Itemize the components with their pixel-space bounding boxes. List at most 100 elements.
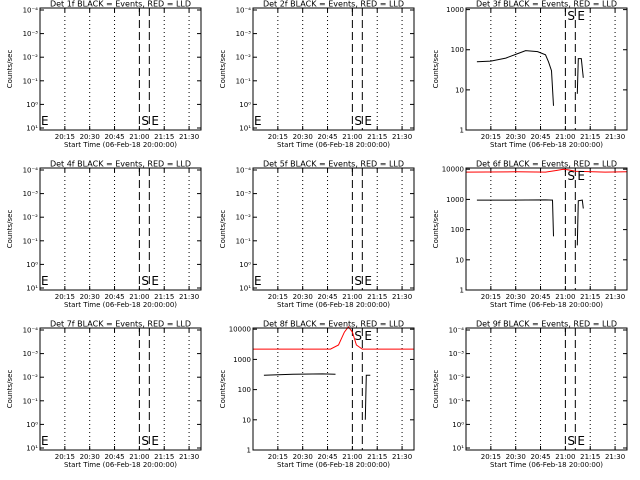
x-tick-label: 21:00 xyxy=(129,453,149,461)
x-tick-label: 20:30 xyxy=(293,453,313,461)
y-tick-label: 100 xyxy=(451,46,464,54)
x-tick-label: 21:30 xyxy=(179,133,199,141)
marker-letter-e: E xyxy=(151,114,159,128)
marker-letter-s: S xyxy=(141,274,149,288)
x-tick-label: 21:00 xyxy=(129,133,149,141)
y-tick-label: 10⁻³ xyxy=(23,30,39,38)
x-tick-label: 21:30 xyxy=(392,133,412,141)
y-axis-title: Counts/sec xyxy=(6,50,14,89)
x-tick-label: 21:30 xyxy=(179,293,199,301)
chart-panel-9: Det 9f BLACK = Events, RED = LLD 10⁻⁴ 10⁻³… xyxy=(432,320,628,469)
x-tick-label: 21:15 xyxy=(154,453,174,461)
x-tick-label: 20:15 xyxy=(55,293,75,301)
x-tick-label: 21:00 xyxy=(129,293,149,301)
x-tick-label: 20:30 xyxy=(293,133,313,141)
y-tick-label: 10⁻¹ xyxy=(23,77,39,85)
y-axis-title: Counts/sec xyxy=(432,50,440,89)
marker-letter-s: S xyxy=(141,434,149,448)
x-tick-label: 21:00 xyxy=(342,133,362,141)
lld-series-line xyxy=(465,168,628,173)
events-series-line xyxy=(576,58,584,94)
x-tick-label: 20:15 xyxy=(481,293,501,301)
y-tick-label: 10⁰ xyxy=(26,261,38,269)
y-tick-label: 10¹ xyxy=(239,125,251,133)
y-tick-label: 1000 xyxy=(446,196,464,204)
y-tick-label: 10¹ xyxy=(26,125,38,133)
x-tick-label: 20:15 xyxy=(268,293,288,301)
x-axis-title: Start Time (06-Feb-18 20:00:00) xyxy=(277,301,390,309)
y-tick-label: 10⁻³ xyxy=(23,350,39,358)
events-series-line xyxy=(576,199,584,246)
plot-frame xyxy=(252,7,415,131)
x-tick-label: 21:00 xyxy=(555,133,575,141)
y-tick-label: 10⁻² xyxy=(236,54,252,62)
panel-title: Det 3f BLACK = Events, RED = LLD xyxy=(476,0,617,9)
y-tick-label: 10⁻¹ xyxy=(449,397,465,405)
chart-panel-3: Det 3f BLACK = Events, RED = LLD 1000 100 1… xyxy=(432,0,628,149)
y-tick-label: 10⁻⁴ xyxy=(449,327,465,335)
y-tick-label: 10⁻⁴ xyxy=(23,167,39,175)
marker-letter-e: E xyxy=(577,9,585,23)
panel-title: Det 2f BLACK = Events, RED = LLD xyxy=(263,0,404,9)
marker-letter-s: S xyxy=(567,169,575,183)
y-tick-label: 10⁻² xyxy=(23,374,39,382)
marker-letter-s: S xyxy=(141,114,149,128)
panel-title: Det 4f BLACK = Events, RED = LLD xyxy=(50,160,191,169)
x-tick-label: 20:15 xyxy=(55,453,75,461)
x-axis-title: Start Time (06-Feb-18 20:00:00) xyxy=(64,141,177,149)
x-tick-label: 21:15 xyxy=(367,453,387,461)
panel-title: Det 7f BLACK = Events, RED = LLD xyxy=(50,320,191,329)
y-tick-label: 1000 xyxy=(233,356,251,364)
chart-panel-6: Det 6f BLACK = Events, RED = LLD 10000 100… xyxy=(432,160,628,309)
x-tick-label: 20:30 xyxy=(80,133,100,141)
marker-letter-e: E xyxy=(41,434,49,448)
x-tick-label: 20:15 xyxy=(481,133,501,141)
x-tick-label: 21:15 xyxy=(154,293,174,301)
x-tick-label: 21:15 xyxy=(367,133,387,141)
chart-panel-2: Det 2f BLACK = Events, RED = LLD 10⁻⁴ 10⁻³… xyxy=(219,0,415,149)
y-tick-label: 10000 xyxy=(442,166,464,174)
marker-letter-s: S xyxy=(354,114,362,128)
y-tick-label: 10⁻² xyxy=(23,54,39,62)
y-tick-label: 10⁻² xyxy=(23,214,39,222)
x-tick-label: 21:00 xyxy=(555,293,575,301)
y-tick-label: 10⁻¹ xyxy=(236,77,252,85)
y-tick-label: 10⁻³ xyxy=(449,350,465,358)
marker-letter-e: E xyxy=(254,114,262,128)
y-tick-label: 10⁻² xyxy=(236,214,252,222)
y-tick-label: 10⁰ xyxy=(239,101,251,109)
x-tick-label: 21:30 xyxy=(179,453,199,461)
x-tick-label: 20:45 xyxy=(530,293,550,301)
y-axis-title: Counts/sec xyxy=(6,370,14,409)
chart-panel-5: Det 5f BLACK = Events, RED = LLD 10⁻⁴ 10⁻³… xyxy=(219,160,415,309)
y-tick-label: 10000 xyxy=(229,326,251,334)
plot-frame xyxy=(39,167,202,291)
x-tick-label: 21:15 xyxy=(580,453,600,461)
plot-frame xyxy=(252,327,415,451)
x-tick-label: 20:15 xyxy=(55,133,75,141)
y-tick-label: 10 xyxy=(242,416,251,424)
y-axis-title: Counts/sec xyxy=(6,210,14,249)
x-tick-label: 21:30 xyxy=(392,453,412,461)
x-tick-label: 20:45 xyxy=(530,133,550,141)
y-tick-label: 10⁰ xyxy=(26,421,38,429)
y-tick-label: 1 xyxy=(247,447,251,455)
x-tick-label: 21:15 xyxy=(367,293,387,301)
x-axis-title: Start Time (06-Feb-18 20:00:00) xyxy=(64,301,177,309)
panel-title: Det 6f BLACK = Events, RED = LLD xyxy=(476,160,617,169)
x-tick-label: 20:45 xyxy=(317,133,337,141)
marker-letter-e: E xyxy=(364,329,372,343)
y-tick-label: 1 xyxy=(460,287,464,295)
x-axis-title: Start Time (06-Feb-18 20:00:00) xyxy=(490,301,603,309)
marker-letter-e: E xyxy=(41,274,49,288)
y-tick-label: 10 xyxy=(455,86,464,94)
x-axis-title: Start Time (06-Feb-18 20:00:00) xyxy=(490,461,603,469)
marker-letter-s: S xyxy=(567,434,575,448)
marker-letter-s: S xyxy=(354,274,362,288)
y-tick-label: 10 xyxy=(455,256,464,264)
x-tick-label: 20:45 xyxy=(317,453,337,461)
marker-letter-e: E xyxy=(364,114,372,128)
y-tick-label: 10¹ xyxy=(26,285,38,293)
y-axis-title: Counts/sec xyxy=(432,210,440,249)
